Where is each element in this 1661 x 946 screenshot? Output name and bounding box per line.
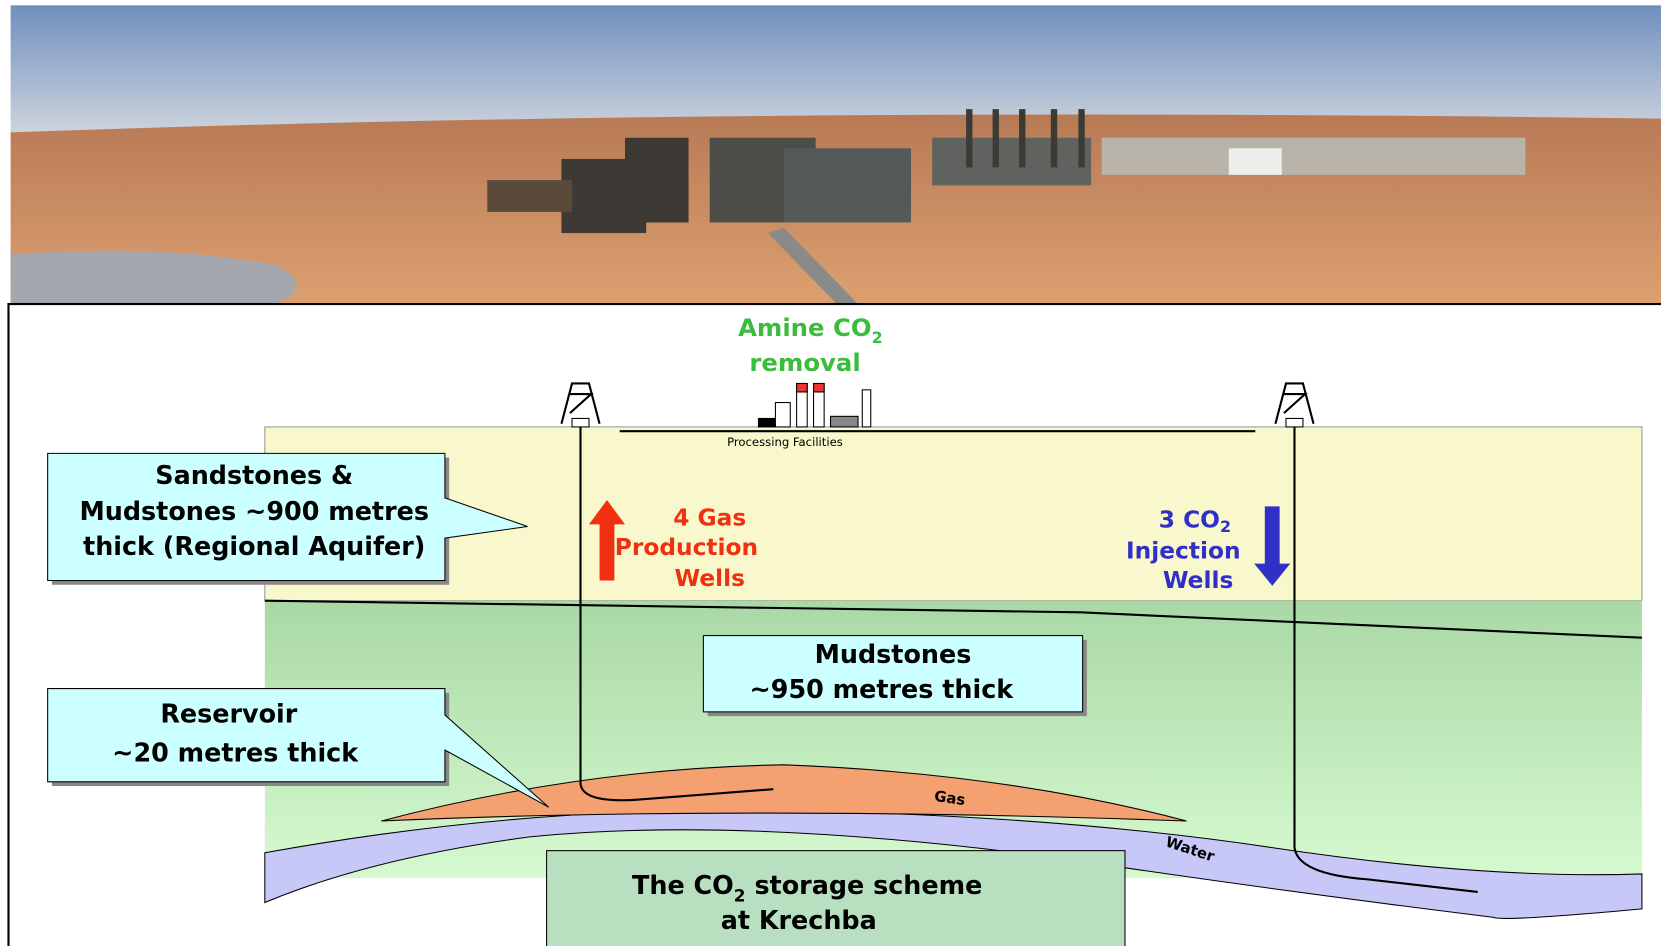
photo bbox=[11, 5, 1661, 304]
injection-label: Injection bbox=[1126, 537, 1241, 564]
page: Amine CO2 removal Processing Facilities … bbox=[0, 0, 1661, 946]
injection-label: Wells bbox=[1163, 567, 1234, 594]
box-text: Sandstones & bbox=[155, 460, 353, 490]
box-text: ~20 metres thick bbox=[112, 738, 359, 768]
box-text: Mudstones bbox=[815, 639, 972, 669]
facilities-label: Processing Facilities bbox=[727, 435, 843, 449]
box-text: Reservoir bbox=[160, 698, 297, 728]
box-text: thick (Regional Aquifer) bbox=[83, 531, 425, 561]
caption: at Krechba bbox=[721, 905, 877, 935]
box-text: Mudstones ~900 metres bbox=[80, 496, 429, 526]
box-text: ~950 metres thick bbox=[750, 674, 1015, 704]
amine-label: removal bbox=[749, 348, 860, 377]
production-label: Wells bbox=[674, 565, 745, 592]
production-label: Production bbox=[615, 534, 758, 561]
production-label: 4 Gas bbox=[673, 504, 746, 531]
amine-label: Amine CO2 bbox=[738, 313, 883, 347]
